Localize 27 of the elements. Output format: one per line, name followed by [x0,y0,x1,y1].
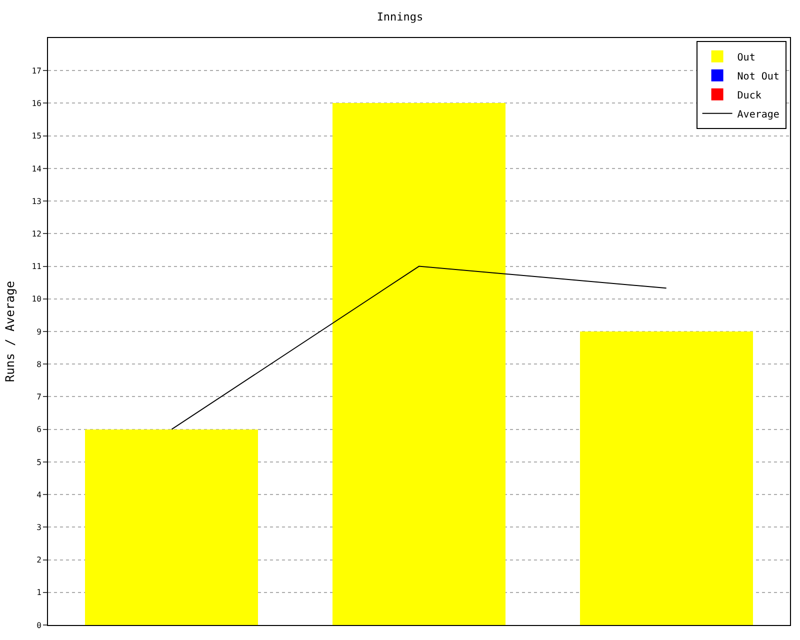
chart-title: Innings [376,10,424,24]
y-tick-label: 4 [36,490,42,500]
y-tick-label: 11 [32,262,42,272]
legend-label: Average [737,109,780,120]
y-tick-label: 0 [36,620,42,630]
y-axis-title: Runs / Average [3,280,17,382]
y-tick-label: 7 [36,392,42,402]
bar [332,103,506,625]
y-tick-label: 10 [32,294,42,304]
legend-label: Duck [737,90,762,102]
legend-label: Not Out [737,71,780,82]
y-tick-label: 14 [32,164,42,174]
y-tick-label: 8 [36,360,42,369]
bar [580,332,753,625]
y-tick-label: 1 [36,588,42,598]
y-tick-label: 5 [36,458,42,467]
bar [85,429,258,625]
y-tick-label: 9 [36,327,42,336]
y-tick-label: 15 [32,132,42,141]
y-tick-label: 6 [36,425,42,434]
y-tick-label: 3 [36,522,42,532]
legend-label: Out [737,52,756,64]
y-tick-label: 13 [32,196,42,206]
y-tick-label: 16 [32,99,42,108]
y-tick-label: 17 [32,66,42,76]
y-tick-label: 12 [32,229,42,238]
y-tick-label: 2 [36,556,42,565]
